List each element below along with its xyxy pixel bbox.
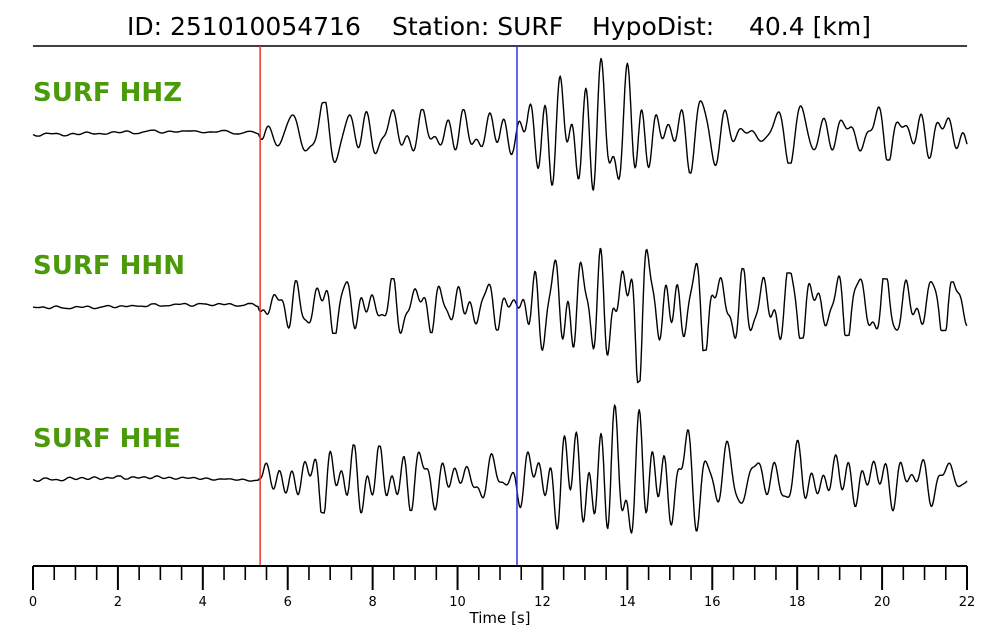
x-tick-label: 12 — [534, 595, 551, 610]
channel-label-3: SURF HHE — [33, 424, 181, 454]
x-tick-label: 16 — [704, 595, 721, 610]
x-tick-label: 4 — [199, 595, 207, 610]
x-tick-label: 20 — [874, 595, 891, 610]
channel-label-1: SURF HHZ — [33, 78, 182, 108]
event-id-label: ID: 251010054716 — [127, 12, 361, 41]
channel-label-2: SURF HHN — [33, 251, 185, 281]
waveform-trace-1 — [32, 57, 968, 191]
waveform-trace-2 — [32, 247, 968, 384]
x-tick-label: 10 — [449, 595, 466, 610]
channel-label-layer: SURF HHZ SURF HHN SURF HHE — [33, 78, 185, 454]
x-tick-label: 6 — [284, 595, 292, 610]
waveform-trace-3 — [32, 404, 968, 534]
x-axis-label: Time [s] — [469, 609, 531, 627]
x-tick-label: 0 — [29, 595, 37, 610]
x-tick-label: 8 — [368, 595, 376, 610]
hypodist-label: HypoDist: — [592, 12, 714, 41]
x-tick-label: 14 — [619, 595, 636, 610]
x-tick-label: 2 — [114, 595, 122, 610]
x-tick-label: 22 — [959, 595, 976, 610]
pick-layer — [259, 46, 518, 566]
x-tick-label: 18 — [789, 595, 806, 610]
x-axis-ticks: 0 2 4 6 8 10 12 14 16 18 20 22 — [29, 566, 975, 610]
trace-layer — [32, 57, 968, 534]
station-label: Station: SURF — [392, 12, 563, 41]
hypodist-value: 40.4 [km] — [749, 12, 871, 41]
